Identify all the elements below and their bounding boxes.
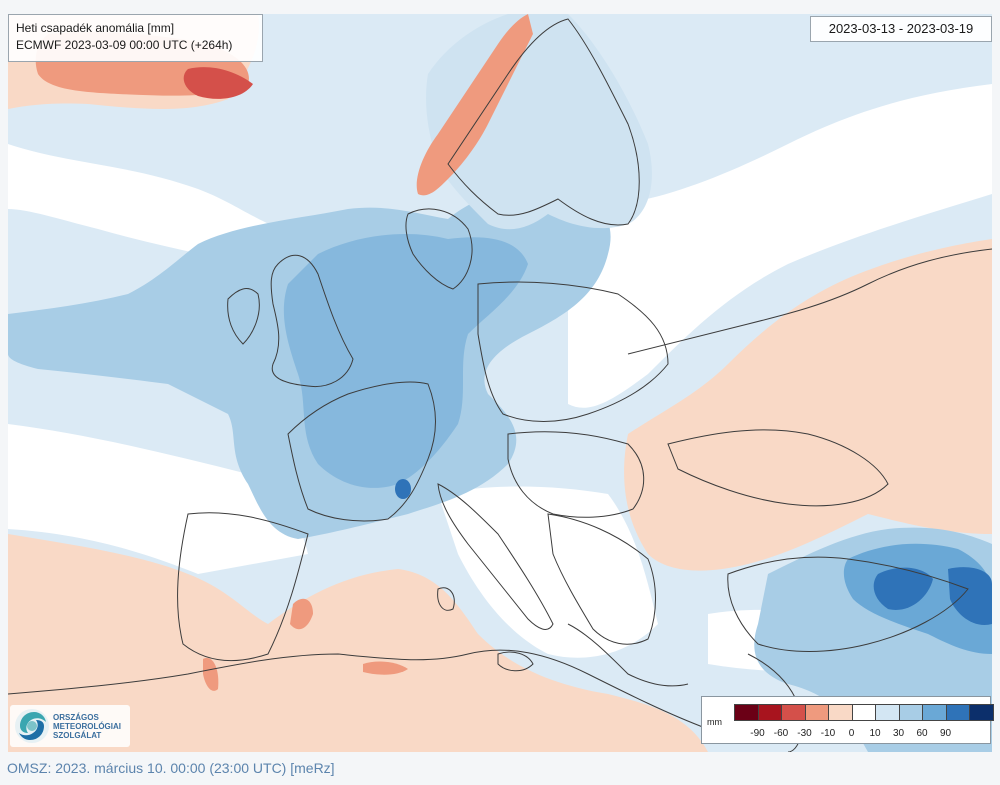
sicily-outline <box>497 651 534 672</box>
legend-swatch <box>828 704 853 721</box>
scandinavia-outline <box>447 18 640 226</box>
blue-core-france-germany <box>283 234 528 488</box>
legend-tick-label: -60 <box>773 728 789 739</box>
legend-swatch <box>898 704 923 721</box>
coastlines-and-borders <box>8 18 992 752</box>
russia-ukraine-border <box>627 248 992 355</box>
turkey-outline <box>727 556 969 652</box>
footer-credit: OMSZ: 2023. március 10. 00:00 (23:00 UTC… <box>7 760 335 776</box>
legend-swatch <box>945 704 970 721</box>
white-zone-biscay <box>8 424 308 574</box>
orange-spot-algeria <box>363 661 408 675</box>
model-run-label: ECMWF 2023-03-09 00:00 UTC (+264h) <box>16 38 233 52</box>
iberia-outline <box>177 512 309 662</box>
greece-coast <box>567 623 689 687</box>
legend-swatches <box>734 704 994 721</box>
legend-tick-label: -30 <box>797 728 812 739</box>
hungary-romania-outline <box>507 431 645 518</box>
omsz-logo: ORSZÁGOS METEOROLÓGIAI SZOLGÁLAT <box>10 705 130 747</box>
legend-swatch <box>969 704 994 721</box>
orange-spot-spain <box>290 598 313 630</box>
orange-spot-morocco <box>203 658 219 691</box>
color-legend: mm -90 -60 -30 -10 0 10 30 60 90 <box>701 696 994 744</box>
italy-outline <box>437 483 554 630</box>
map-title: Heti csapadék anomália [mm] <box>16 21 175 35</box>
precipitation-anomaly-map <box>8 14 992 752</box>
legend-swatch <box>734 704 759 721</box>
omsz-logo-icon <box>15 709 49 743</box>
legend-tick-label: 60 <box>916 728 928 739</box>
balkans-outline <box>547 513 656 645</box>
north-africa-coast <box>8 649 709 730</box>
white-zone-russia <box>568 84 992 408</box>
sardinia-outline <box>437 587 455 611</box>
poland-baltic-outline <box>477 281 669 422</box>
legend-tick-label: 30 <box>892 728 905 739</box>
salmon-iberia-north-africa <box>8 534 708 752</box>
denmark-outline <box>405 208 473 290</box>
legend-tick-label: 90 <box>939 728 952 739</box>
ireland-outline <box>227 288 260 345</box>
legend-tick-label: 0 <box>848 728 855 739</box>
legend-tick-label: 10 <box>869 728 881 739</box>
map-title-box: Heti csapadék anomália [mm] ECMWF 2023-0… <box>8 14 263 62</box>
legend-swatch <box>922 704 947 721</box>
logo-line-1: ORSZÁGOS <box>53 713 99 722</box>
legend-swatch <box>804 704 829 721</box>
legend-swatch <box>781 704 806 721</box>
date-range-label: 2023-03-13 - 2023-03-19 <box>810 16 992 42</box>
map-canvas <box>8 14 992 752</box>
great-britain-outline <box>270 254 354 388</box>
france-outline <box>287 381 436 522</box>
dark-blue-spot-alps <box>395 479 411 499</box>
red-core-north-atlantic <box>183 67 253 99</box>
dark-blue-core-turkey <box>873 567 933 610</box>
logo-line-2: METEOROLÓGIAI <box>53 722 121 731</box>
black-sea-outline <box>667 429 889 507</box>
legend-labels: -90 -60 -30 -10 0 10 30 60 90 <box>734 728 994 740</box>
legend-tick-label: -10 <box>820 728 836 739</box>
legend-unit: mm <box>707 717 722 727</box>
logo-line-3: SZOLGÁLAT <box>53 731 102 740</box>
dark-blue-core-east <box>948 567 992 625</box>
salmon-norway-ridge <box>416 14 533 196</box>
salmon-eastern-europe <box>624 239 992 571</box>
legend-tick-label: -90 <box>750 728 765 739</box>
legend-swatch <box>851 704 876 721</box>
legend-swatch <box>757 704 782 721</box>
legend-swatch <box>875 704 900 721</box>
